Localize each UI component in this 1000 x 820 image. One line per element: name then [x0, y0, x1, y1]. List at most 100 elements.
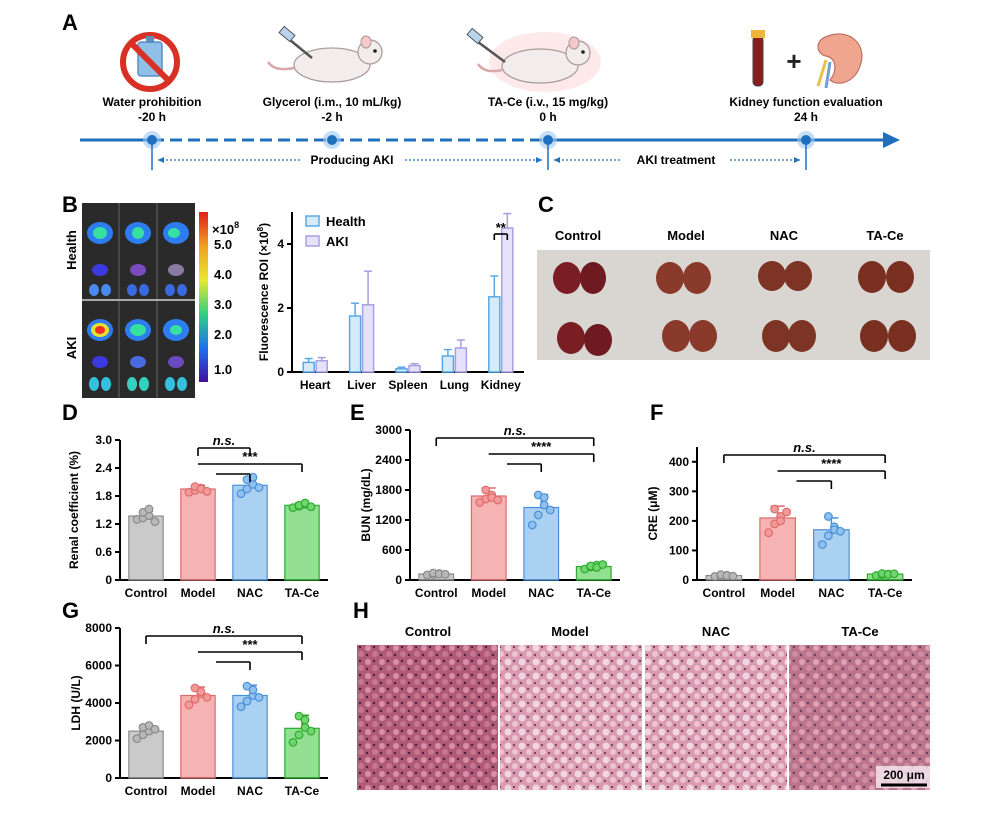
x-tick-label: NAC [237, 784, 263, 798]
bar [441, 355, 455, 373]
y-tick-label: 4 [277, 237, 284, 251]
data-point [889, 569, 899, 579]
y-tick-label: 2 [277, 301, 284, 315]
x-tick-label: Control [125, 586, 168, 600]
chart-b: 0 2 4 Fluorescence ROI (×108) Heart Liver Sple… [256, 212, 524, 392]
photo-label-nac: NAC [770, 228, 799, 243]
y-tick-label: 1200 [375, 513, 402, 527]
histology-label-nac: NAC [702, 624, 731, 639]
event-label-2: Glycerol (i.m., 10 mL/kg) [263, 95, 402, 109]
chart-d: 0 0.6 1.2 1.8 2.4 3.0 Renal coefficient (%) Con… [67, 433, 328, 600]
x-tick-label: Model [181, 784, 216, 798]
phase-label-2: AKI treatment [637, 153, 716, 167]
data-point [533, 510, 543, 520]
bar [501, 227, 514, 373]
significance-label: n.s. [793, 440, 815, 455]
event-time-2: -2 h [321, 110, 342, 124]
data-point [184, 700, 194, 710]
x-tick-label: NAC [237, 586, 263, 600]
bar [454, 347, 468, 373]
x-tick-label: TA-Ce [285, 586, 320, 600]
histology-label-model: Model [551, 624, 589, 639]
event-label-1: Water prohibition [103, 95, 202, 109]
photo-label-model: Model [667, 228, 705, 243]
bar [348, 315, 362, 373]
data-point [782, 507, 792, 517]
data-point [306, 726, 316, 736]
y-tick-label: 0.6 [95, 545, 112, 559]
y-tick-label: 3000 [375, 423, 402, 437]
event-time-4: 24 h [794, 110, 818, 124]
data-point [288, 737, 298, 747]
significance-label: ** [496, 220, 507, 235]
y-tick-label: 2000 [85, 734, 112, 748]
significance-label: *** [242, 449, 258, 464]
y-tick-label: 0 [105, 573, 112, 587]
significance-label: n.s. [213, 621, 235, 636]
x-tick-label: Control [125, 784, 168, 798]
bar [128, 515, 164, 581]
histology-label-control: Control [405, 624, 451, 639]
y-tick-label: 0 [105, 771, 112, 785]
x-tick-label: Kidney [481, 378, 521, 392]
x-tick-label: TA-Ce [577, 586, 612, 600]
y-tick-label: 400 [669, 455, 689, 469]
imaging-row-label-health: Health [64, 230, 79, 270]
y-tick-label: 0 [395, 573, 402, 587]
panel-letter-b: B [62, 192, 78, 217]
y-axis-label: CRE (μM) [646, 486, 660, 540]
bar [408, 364, 421, 373]
data-point [254, 483, 264, 493]
data-point [493, 495, 503, 505]
panel-h: H Control Model NAC TA-Ce 200 μm [353, 598, 930, 790]
x-tick-label: NAC [818, 586, 844, 600]
data-point [539, 493, 549, 502]
significance-label: **** [531, 439, 552, 454]
event-time-1: -20 h [138, 110, 166, 124]
data-point [764, 528, 774, 538]
x-tick-label: Liver [347, 378, 376, 392]
data-point [728, 571, 738, 581]
colorbar-multiplier: ×108 [212, 220, 239, 237]
y-axis-label: LDH (U/L) [69, 675, 83, 730]
panel-letter-a: A [62, 10, 78, 35]
event-label-3: TA-Ce (i.v., 15 mg/kg) [488, 95, 608, 109]
data-point [202, 692, 212, 702]
x-tick-label: TA-Ce [285, 784, 320, 798]
y-axis-label: BUN (mg/dL) [359, 468, 373, 541]
y-tick-label: 200 [669, 514, 689, 528]
data-point [440, 569, 450, 579]
histology-image-model [500, 645, 642, 790]
phase-label-1: Producing AKI [311, 153, 394, 167]
data-point [294, 730, 304, 740]
data-point [248, 685, 258, 695]
y-tick-label: 0 [277, 365, 284, 379]
x-tick-label: Spleen [388, 378, 427, 392]
no-water-icon [120, 32, 180, 92]
data-point [823, 531, 833, 541]
timeline-dots [143, 131, 815, 149]
mouse-injection-icon-1 [266, 25, 383, 83]
legend-swatch [305, 215, 320, 227]
histology-image-control [357, 645, 498, 790]
scale-bar-label: 200 μm [883, 768, 924, 782]
data-point [770, 504, 780, 514]
x-tick-label: Heart [300, 378, 331, 392]
mouse-injection-icon-2 [466, 27, 601, 92]
data-point [242, 696, 252, 706]
chart-f: 0 100 200 300 400 CRE (μM) Control Model NAC TA-C… [646, 440, 912, 600]
data-point [202, 486, 212, 496]
histology-image-ta-ce [789, 645, 930, 790]
y-tick-label: 600 [382, 543, 402, 557]
fluorescence-image [82, 203, 195, 398]
colorbar [199, 212, 208, 382]
chart-e: 0 600 1200 1800 2400 3000 BUN (mg/dL) Control Mo… [359, 423, 620, 600]
data-point [527, 520, 537, 530]
legend-label: Health [326, 214, 366, 229]
y-tick-label: 8000 [85, 621, 112, 635]
x-tick-label: Model [181, 586, 216, 600]
photo-label-ta-ce: TA-Ce [866, 228, 903, 243]
y-axis-label: Renal coefficient (%) [67, 451, 81, 569]
panel-letter-d: D [62, 400, 78, 425]
data-point [144, 504, 154, 514]
